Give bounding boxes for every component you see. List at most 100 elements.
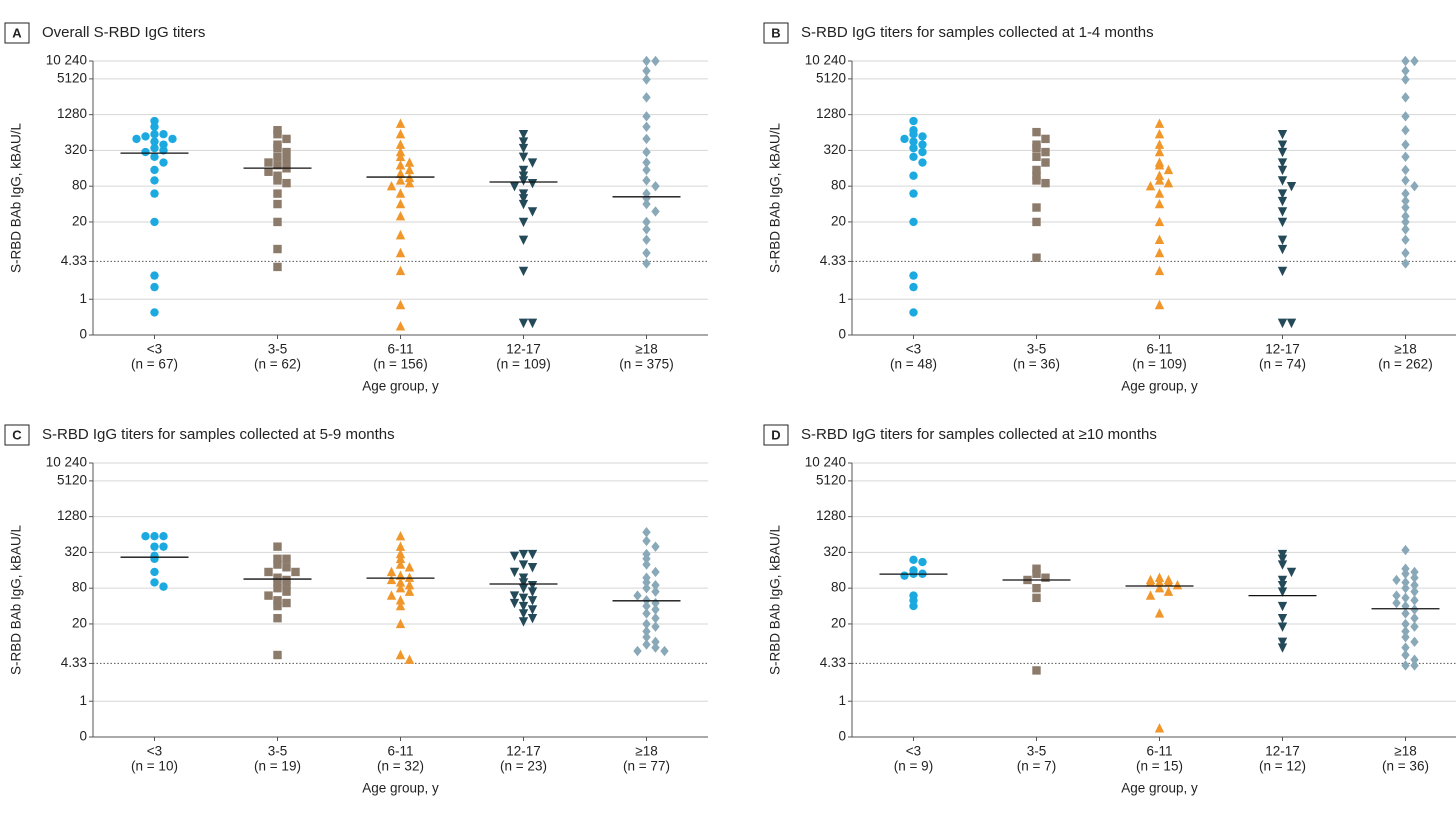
- data-point: [132, 134, 141, 144]
- data-point: [273, 573, 282, 582]
- data-point: [909, 596, 918, 605]
- data-point: [150, 129, 159, 139]
- data-point: [518, 152, 529, 162]
- data-point: [150, 282, 159, 292]
- n-label: (n = 109): [1132, 357, 1186, 372]
- data-point: [273, 171, 282, 180]
- data-point: [1410, 660, 1419, 671]
- data-point: [651, 621, 660, 632]
- data-point: [900, 571, 909, 580]
- n-label: (n = 74): [1259, 357, 1306, 372]
- y-tick-label: 80: [831, 178, 846, 193]
- n-label: (n = 12): [1259, 759, 1306, 774]
- data-point: [386, 590, 397, 600]
- x-tick-label: ≥18: [635, 744, 657, 759]
- data-point: [633, 590, 642, 601]
- data-point: [642, 65, 651, 77]
- data-point: [518, 199, 529, 210]
- y-tick-label: 4.33: [820, 253, 846, 268]
- data-point: [395, 139, 406, 149]
- data-point: [159, 542, 168, 551]
- data-point: [395, 553, 406, 563]
- data-point: [1410, 566, 1419, 578]
- panel-title: Overall S-RBD IgG titers: [42, 24, 205, 41]
- x-tick-label: ≥18: [1394, 744, 1416, 759]
- data-point: [1401, 92, 1410, 103]
- x-tick-label: <3: [906, 744, 921, 759]
- data-point: [909, 137, 918, 146]
- data-point: [1401, 224, 1410, 235]
- data-point: [1277, 217, 1288, 228]
- data-point: [642, 258, 651, 269]
- data-point: [518, 318, 529, 329]
- data-point: [1277, 601, 1288, 612]
- data-point: [1154, 572, 1165, 582]
- data-point: [642, 247, 651, 259]
- y-tick-label: 80: [831, 580, 846, 595]
- data-point: [1277, 587, 1288, 597]
- y-tick-label: 0: [838, 729, 846, 744]
- y-tick-label: 320: [823, 142, 846, 157]
- data-point: [273, 244, 282, 254]
- data-point: [150, 189, 159, 198]
- data-point: [651, 541, 660, 552]
- data-point: [1032, 176, 1041, 185]
- data-point: [150, 308, 159, 317]
- panel-label-box: [4, 424, 30, 446]
- data-point: [150, 554, 159, 563]
- data-point: [150, 542, 159, 551]
- panel-title: S-RBD IgG titers for samples collected a…: [801, 426, 1157, 443]
- data-point: [642, 198, 651, 210]
- data-point: [527, 158, 538, 168]
- data-point: [518, 194, 529, 204]
- data-point: [1401, 660, 1410, 671]
- n-label: (n = 36): [1382, 759, 1429, 774]
- data-point: [1032, 143, 1041, 153]
- data-point: [168, 134, 177, 144]
- data-point: [527, 605, 538, 615]
- data-point: [1401, 65, 1410, 77]
- y-tick-label: 320: [823, 544, 846, 559]
- data-point: [642, 618, 651, 630]
- data-point: [282, 155, 291, 165]
- data-point: [273, 554, 282, 563]
- data-point: [1401, 592, 1410, 604]
- data-point: [518, 171, 529, 181]
- data-point: [651, 566, 660, 578]
- data-point: [900, 134, 909, 144]
- data-point: [395, 210, 406, 221]
- data-point: [150, 152, 159, 161]
- data-point: [642, 157, 651, 168]
- data-point: [642, 111, 651, 122]
- data-point: [264, 567, 273, 577]
- x-tick-label: 12-17: [506, 744, 541, 759]
- data-point: [1154, 265, 1165, 276]
- y-tick-label: 1280: [816, 508, 846, 523]
- data-point: [642, 224, 651, 235]
- data-point: [1401, 234, 1410, 246]
- data-point: [1032, 569, 1041, 578]
- panel-label-box: [4, 22, 30, 44]
- data-point: [1277, 165, 1288, 176]
- data-point: [404, 572, 415, 582]
- data-point: [1401, 125, 1410, 136]
- data-point: [1032, 165, 1041, 175]
- data-point: [1401, 544, 1410, 556]
- data-point: [150, 116, 159, 126]
- data-point: [1401, 188, 1410, 199]
- data-point: [1410, 636, 1419, 648]
- data-point: [642, 92, 651, 103]
- data-point: [1041, 573, 1050, 582]
- data-point: [1401, 600, 1410, 612]
- n-label: (n = 262): [1378, 357, 1432, 372]
- data-point: [150, 217, 159, 227]
- x-tick-label: 3-5: [1027, 342, 1047, 357]
- data-point: [1410, 180, 1419, 192]
- data-point: [1401, 164, 1410, 176]
- data-point: [918, 158, 927, 167]
- data-point: [527, 318, 538, 329]
- data-point: [518, 137, 529, 147]
- data-point: [150, 143, 159, 153]
- data-point: [159, 531, 168, 541]
